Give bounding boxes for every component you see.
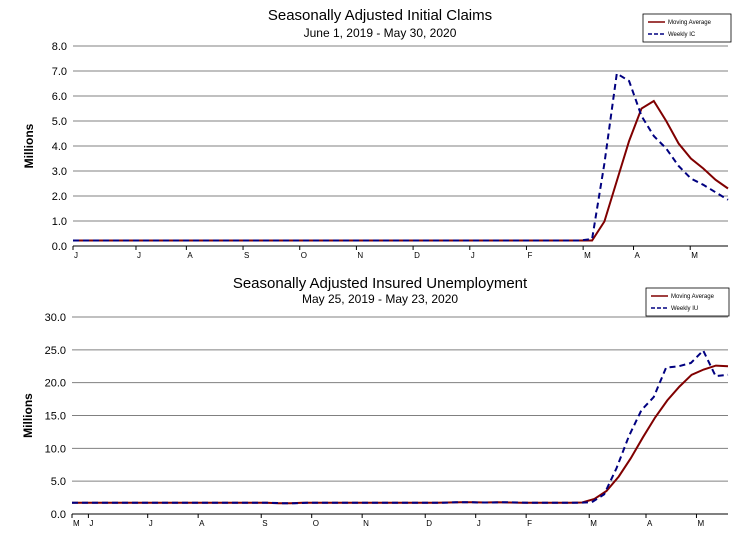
chart-2-legend-label: Moving Average <box>671 294 715 300</box>
chart-2-y-axis-label: Millions <box>21 393 35 438</box>
chart-1-x-tick-label: M <box>691 251 698 260</box>
chart-1-x-tick-label: J <box>74 251 78 260</box>
chart-2-y-tick-label: 10.0 <box>45 443 66 455</box>
chart-1-legend-label: Weekly IC <box>668 32 696 38</box>
chart-1-x-tick-label: F <box>527 251 532 260</box>
chart-2-x-tick-label: M <box>697 519 704 528</box>
chart-2-x-tick-label: A <box>647 519 653 528</box>
chart-2-y-tick-label: 15.0 <box>45 411 66 423</box>
chart-2-x-tick-label: J <box>477 519 481 528</box>
chart-2-legend-box <box>645 287 730 317</box>
chart-1-y-tick-label: 3.0 <box>52 166 67 178</box>
chart-1-title: Seasonally Adjusted Initial Claims <box>268 7 492 24</box>
chart-2-x-tick-label: J <box>149 519 153 528</box>
chart-1-legend-box <box>642 13 732 43</box>
chart-2-x-tick-label: F <box>527 519 532 528</box>
chart-2-y-tick-label: 30.0 <box>45 312 66 324</box>
chart-2-y-tick-label: 25.0 <box>45 345 66 357</box>
chart-2-series-moving-average <box>72 364 729 505</box>
chart-1-x-tick-label: O <box>301 251 307 260</box>
chart-1-legend-label: Moving Average <box>668 20 712 26</box>
chart-2-legend-label: Weekly IU <box>671 306 698 312</box>
chart-2-x-tick-label: A <box>199 519 205 528</box>
chart-1-y-tick-label: 8.0 <box>52 41 67 53</box>
chart-2-series-weekly-iu <box>72 348 729 505</box>
chart-1-y-axis-label: Millions <box>22 123 36 168</box>
chart-2-x-tick-label: M <box>590 519 597 528</box>
chart-1-y-tick-label: 6.0 <box>52 91 67 103</box>
chart-1-x-tick-label: D <box>414 251 420 260</box>
chart-2-x-tick-label: S <box>262 519 267 528</box>
chart-2-x-tick-label: N <box>363 519 369 528</box>
chart-1-y-tick-label: 0.0 <box>52 241 67 253</box>
chart-1-subtitle: June 1, 2019 - May 30, 2020 <box>304 26 457 40</box>
chart-1-y-tick-label: 2.0 <box>52 191 67 203</box>
chart-1-y-tick-label: 1.0 <box>52 216 67 228</box>
chart-2-x-tick-label: J <box>89 519 93 528</box>
chart-1-y-tick-label: 5.0 <box>52 116 67 128</box>
chart-1-x-tick-label: M <box>584 251 591 260</box>
chart-2-y-tick-label: 20.0 <box>45 378 66 390</box>
chart-1-x-tick-label: J <box>137 251 141 260</box>
chart-1-x-tick-label: J <box>471 251 475 260</box>
chart-2-x-tick-label: O <box>313 519 319 528</box>
chart-1-x-tick-label: N <box>357 251 363 260</box>
chart-2-x-tick-label: M <box>73 519 80 528</box>
chart-1-series-weekly-ic <box>73 71 729 242</box>
chart-1-y-tick-label: 4.0 <box>52 141 67 153</box>
chart-1-y-tick-label: 7.0 <box>52 66 67 78</box>
chart-1-series-moving-average <box>73 99 729 242</box>
chart-1-x-tick-label: A <box>187 251 193 260</box>
chart-2-y-tick-label: 0.0 <box>51 509 66 521</box>
chart-2-title: Seasonally Adjusted Insured Unemployment <box>233 275 528 292</box>
chart-2-subtitle: May 25, 2019 - May 23, 2020 <box>302 292 458 306</box>
chart-2-y-tick-label: 5.0 <box>51 476 66 488</box>
chart-2-x-tick-label: D <box>426 519 432 528</box>
chart-1-x-tick-label: S <box>244 251 249 260</box>
chart-1-x-tick-label: A <box>635 251 641 260</box>
